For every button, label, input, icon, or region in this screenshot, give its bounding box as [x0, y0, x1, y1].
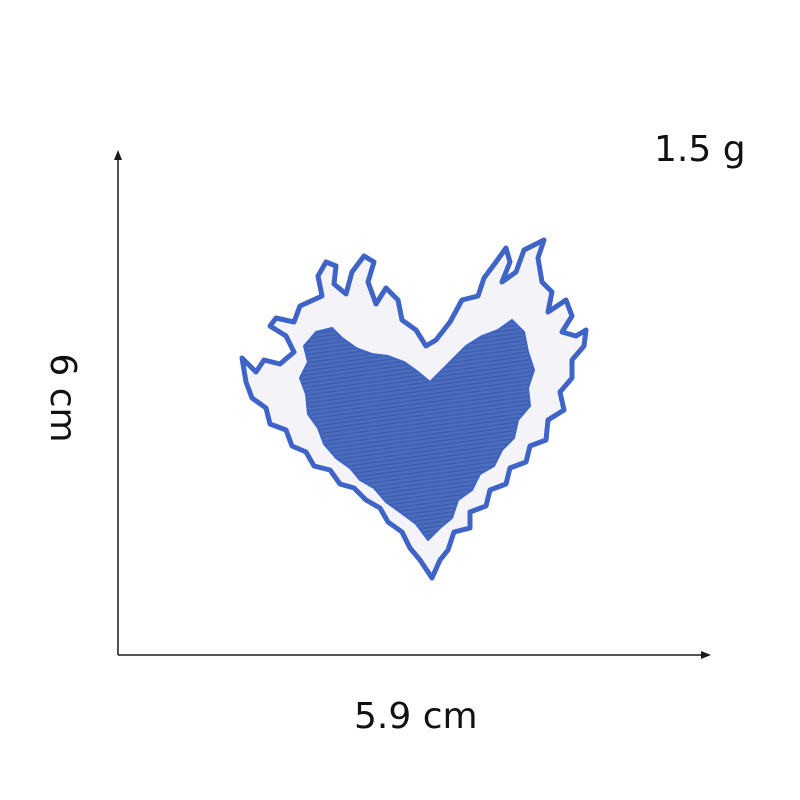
weight-label: 1.5 g — [654, 129, 746, 170]
flaming-heart-patch-icon — [239, 237, 589, 581]
horizontal-axis-arrow-icon — [701, 651, 711, 659]
heart-fill-icon — [299, 319, 535, 541]
width-label: 5.9 cm — [354, 696, 478, 737]
vertical-axis-arrow-icon — [114, 150, 122, 160]
height-label: 6 cm — [42, 353, 83, 443]
